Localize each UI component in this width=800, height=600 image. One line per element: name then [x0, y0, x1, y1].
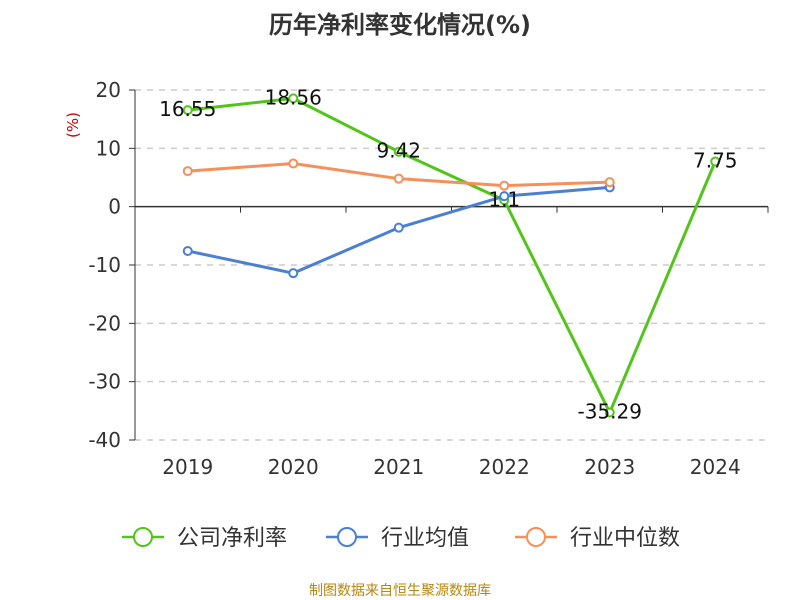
legend-label: 公司净利率: [177, 526, 287, 551]
data-labels: 16.55 18.56 9.42 1.1 -35.29 7.75: [159, 85, 737, 423]
data-label: 16.55: [159, 97, 216, 121]
x-tick-label: 2024: [690, 455, 741, 479]
data-point: [288, 158, 299, 169]
series-line: [187, 96, 717, 415]
data-label: 18.56: [265, 85, 322, 109]
x-tick-label: 2021: [373, 455, 424, 479]
y-axis-label: (%): [64, 112, 82, 138]
data-point: [499, 180, 510, 191]
legend-marker: [337, 527, 357, 547]
data-label: 7.75: [693, 148, 738, 172]
data-point: [393, 173, 404, 184]
x-tick-label: 2020: [268, 455, 319, 479]
legend-marker: [526, 527, 546, 547]
y-tick-label: 10: [96, 136, 121, 160]
y-tick-label: -30: [88, 370, 121, 394]
data-point: [393, 222, 404, 233]
data-label: 1.1: [488, 187, 520, 211]
series-lines: [182, 93, 721, 418]
chart-title: 历年净利率变化情况(%): [269, 11, 531, 39]
data-point: [182, 246, 193, 256]
data-point: [499, 191, 510, 202]
y-tick-label: -40: [88, 428, 121, 452]
legend: 公司净利率 行业均值 行业中位数: [122, 526, 680, 551]
x-tick-label: 2019: [162, 455, 213, 479]
data-point: [288, 93, 299, 104]
data-point: [182, 166, 193, 177]
y-tick-label: 0: [108, 195, 121, 219]
x-tick-label: 2022: [479, 455, 530, 479]
y-tick-label: 20: [96, 78, 121, 102]
legend-label: 行业中位数: [570, 526, 680, 551]
y-tick-label: -10: [88, 253, 121, 277]
data-point: [710, 156, 721, 167]
legend-label: 行业均值: [381, 526, 469, 551]
axes: 20 10 0 -10 -20 -30 -40 2019 2020 2021 2022 2023 202…: [88, 78, 769, 479]
data-point: [393, 146, 404, 157]
data-label: 9.42: [376, 139, 421, 163]
x-tick-label: 2023: [584, 455, 635, 479]
data-label: -35.29: [578, 400, 642, 424]
legend-marker: [133, 527, 153, 547]
data-point: [288, 268, 299, 279]
data-point: [604, 407, 615, 418]
y-tick-label: -20: [88, 311, 121, 335]
grid-lines: [135, 89, 768, 441]
data-point: [604, 177, 615, 188]
data-source-note: 制图数据来自恒生聚源数据库: [309, 583, 491, 599]
data-point: [182, 105, 193, 116]
